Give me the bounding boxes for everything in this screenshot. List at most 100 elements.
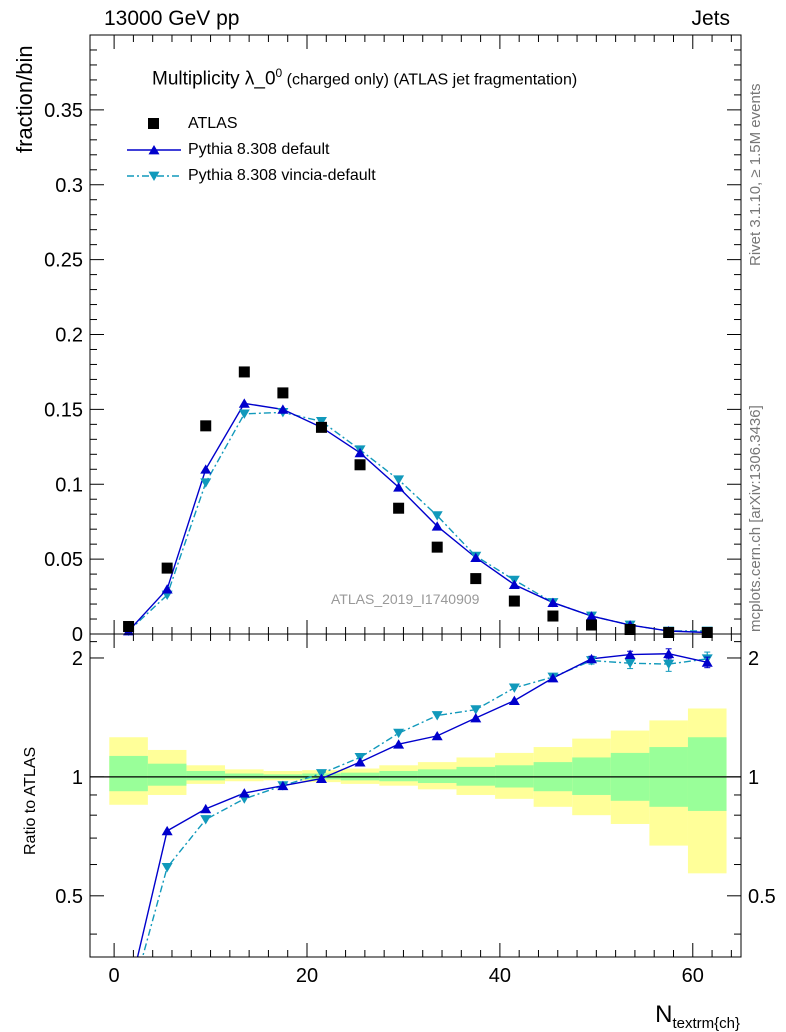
ratio-point-pythia-default bbox=[315, 773, 327, 784]
ratio-frame bbox=[89, 633, 742, 958]
point-pythia-default bbox=[161, 584, 173, 594]
legend-mark-atlas bbox=[148, 118, 159, 129]
point-atlas bbox=[354, 459, 366, 471]
ratio-point-pythia-default bbox=[161, 825, 173, 836]
header-right: Jets bbox=[691, 7, 730, 30]
uncertainty-band-inner bbox=[572, 757, 611, 795]
point-atlas bbox=[123, 621, 135, 633]
point-pythia-vincia bbox=[431, 511, 443, 521]
main-y-axis-label: fraction/bin bbox=[12, 45, 37, 153]
point-atlas bbox=[431, 541, 443, 553]
ratio-point-pythia-default bbox=[354, 757, 366, 767]
point-pythia-default bbox=[470, 552, 482, 563]
point-atlas bbox=[393, 502, 405, 514]
ratio-point-pythia-default bbox=[586, 653, 598, 664]
ratio-point-pythia-default bbox=[624, 649, 636, 659]
analysis-annotation: ATLAS_2019_I1740909 bbox=[331, 591, 480, 607]
uncertainty-band-inner bbox=[147, 763, 187, 786]
point-atlas bbox=[547, 610, 559, 622]
ratio-point-pythia-vincia bbox=[431, 711, 443, 721]
rivet-version-label: Rivet 3.1.10, ≥ 1.5M events bbox=[747, 83, 764, 267]
ratio-y-tick-label-right: 0.5 bbox=[748, 886, 776, 908]
ratio-point-pythia-vincia bbox=[200, 815, 212, 825]
x-tick-label: 20 bbox=[296, 965, 318, 987]
x-axis-label: Ntextrm{ch} bbox=[655, 1003, 740, 1032]
series-line-pythia-vincia bbox=[128, 411, 708, 632]
point-pythia-default bbox=[586, 611, 598, 621]
ratio-line-pythia-default bbox=[136, 653, 708, 957]
ratio-point-pythia-vincia bbox=[508, 683, 520, 693]
uncertainty-band-inner bbox=[417, 769, 457, 784]
x-axis-label-sub: textrm{ch} bbox=[672, 1014, 740, 1032]
point-pythia-default bbox=[277, 404, 289, 414]
point-pythia-vincia bbox=[200, 478, 212, 488]
point-atlas bbox=[663, 627, 675, 639]
legend-label-pythia-vincia: Pythia 8.308 vincia-default bbox=[188, 167, 376, 184]
title-sup: 0 bbox=[275, 66, 283, 80]
main-panel: 0 0.05 0.1 0.15 0.2 0.25 0.3 0.35 bbox=[44, 34, 742, 646]
main-y-tick-label: 0.35 bbox=[44, 100, 83, 122]
ratio-line-pythia-vincia bbox=[141, 658, 708, 957]
chart-title: Multiplicity λ_00 (charged only) (ATLAS … bbox=[152, 66, 577, 90]
point-atlas bbox=[161, 562, 173, 574]
main-y-tick-label: 0.05 bbox=[44, 549, 83, 571]
uncertainty-band-inner bbox=[186, 770, 226, 781]
ratio-y-tick-label-left: 1 bbox=[72, 767, 83, 789]
uncertainty-band-inner bbox=[109, 755, 148, 792]
point-atlas bbox=[624, 624, 636, 636]
point-atlas bbox=[200, 420, 212, 432]
main-y-tick-label: 0.3 bbox=[55, 175, 83, 197]
point-atlas bbox=[238, 366, 250, 378]
ratio-panel: 0.5 0.51 12 20 20 40 60 bbox=[55, 633, 776, 987]
main-y-tick-label: 0 bbox=[72, 624, 83, 646]
point-pythia-default bbox=[393, 482, 405, 492]
point-pythia-vincia bbox=[315, 416, 327, 427]
point-pythia-vincia bbox=[393, 475, 405, 485]
point-pythia-default bbox=[200, 464, 212, 474]
legend-mark-pythia-default bbox=[148, 145, 160, 155]
header-left: 13000 GeV pp bbox=[104, 7, 240, 30]
ratio-point-pythia-vincia bbox=[663, 659, 675, 670]
mcplots-label: mcplots.cern.ch [arXiv:1306.3436] bbox=[747, 405, 764, 632]
point-pythia-default bbox=[547, 597, 559, 607]
point-atlas bbox=[277, 387, 289, 399]
main-y-tick-label: 0.25 bbox=[44, 250, 83, 272]
point-atlas bbox=[586, 619, 598, 631]
legend-mark-pythia-vincia bbox=[148, 171, 160, 181]
ratio-point-pythia-default bbox=[393, 739, 405, 749]
ratio-point-pythia-vincia bbox=[624, 658, 636, 669]
point-pythia-vincia bbox=[238, 409, 250, 419]
point-atlas bbox=[701, 627, 713, 639]
ratio-y-tick-label-right: 2 bbox=[748, 648, 759, 670]
x-tick-label: 60 bbox=[682, 965, 704, 987]
x-tick-label: 0 bbox=[109, 965, 120, 987]
main-y-tick-label: 0.2 bbox=[55, 325, 83, 347]
point-pythia-default bbox=[238, 398, 250, 408]
ratio-y-axis-label: Ratio to ATLAS bbox=[22, 746, 39, 855]
ratio-point-pythia-default bbox=[277, 780, 289, 791]
point-pythia-default bbox=[354, 447, 366, 458]
main-y-tick-label: 0.1 bbox=[55, 474, 83, 496]
point-atlas bbox=[470, 573, 482, 585]
ratio-y-tick-label-left: 2 bbox=[72, 648, 83, 670]
point-pythia-default bbox=[508, 579, 520, 589]
ratio-clipped-content bbox=[90, 648, 741, 957]
legend-label-pythia-default: Pythia 8.308 default bbox=[188, 141, 330, 158]
point-atlas bbox=[508, 595, 520, 607]
uncertainty-band-inner bbox=[225, 773, 264, 779]
ratio-point-pythia-default bbox=[701, 657, 713, 667]
main-y-tick-label: 0.15 bbox=[44, 399, 83, 421]
x-tick-label: 40 bbox=[489, 965, 511, 987]
ratio-point-pythia-default bbox=[238, 788, 250, 798]
ratio-point-pythia-vincia bbox=[393, 728, 405, 739]
series-line-pythia-default bbox=[128, 402, 708, 634]
ratio-point-pythia-default bbox=[431, 730, 443, 741]
legend-label-atlas: ATLAS bbox=[188, 115, 238, 132]
title-tail: (charged only) (ATLAS jet fragmentation) bbox=[282, 71, 578, 89]
title-main: Multiplicity λ_0 bbox=[152, 68, 276, 90]
legend-marks bbox=[127, 118, 181, 181]
ratio-point-pythia-vincia bbox=[470, 705, 482, 715]
ratio-point-pythia-default bbox=[470, 712, 482, 723]
point-pythia-default bbox=[431, 521, 443, 531]
